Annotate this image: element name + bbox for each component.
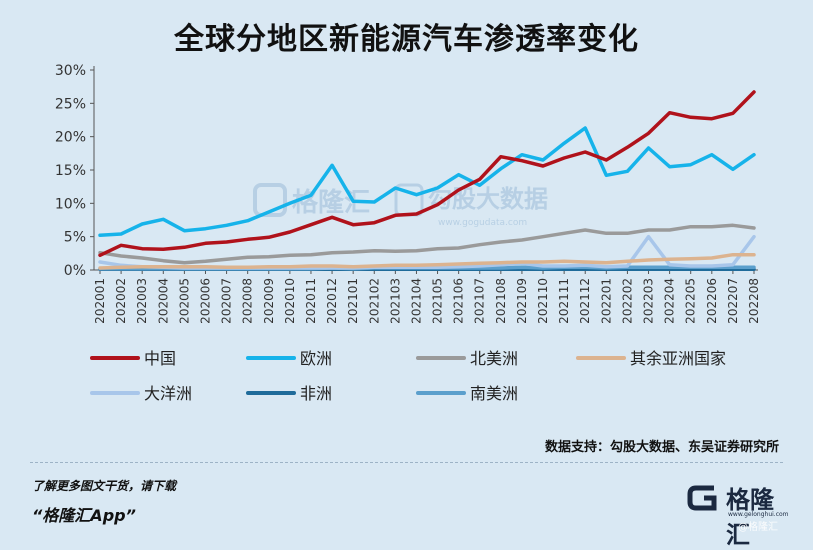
brand-url: www.gelonghui.com	[728, 511, 789, 518]
y-tick-label: 25%	[55, 96, 86, 112]
y-tick-label: 30%	[55, 63, 86, 79]
x-tick-label: 202008	[241, 278, 255, 324]
y-tick-label: 15%	[55, 163, 86, 179]
x-tick-label: 202109	[515, 278, 529, 324]
legend-label: 中国	[144, 349, 176, 368]
brand-g-icon	[687, 485, 717, 511]
x-tick-label: 202112	[578, 278, 592, 324]
y-tick-label: 5%	[64, 230, 86, 246]
data-source: 数据支持：勾股大数据、东吴证券研究所	[544, 440, 779, 455]
brand-tag: @格隆汇	[738, 522, 778, 533]
series-line-3	[98, 223, 756, 265]
divider	[30, 462, 783, 463]
x-tick-label: 202012	[325, 278, 339, 324]
watermark-logo-icon	[253, 183, 287, 217]
y-tick-label: 10%	[55, 196, 86, 212]
promo-app-name: “格隆汇App”	[32, 506, 136, 525]
y-tick-label: 20%	[55, 130, 86, 146]
x-tick-label: 202204	[663, 278, 677, 324]
x-tick-label: 202010	[283, 278, 297, 324]
x-tick-label: 202207	[726, 278, 740, 324]
x-tick-label: 202105	[431, 278, 445, 324]
x-tick-label: 202203	[642, 278, 656, 324]
x-tick-label: 202101	[346, 278, 360, 324]
series-line-4	[98, 252, 756, 270]
legend-label: 非洲	[300, 384, 332, 403]
x-tick-label: 202208	[747, 278, 761, 324]
x-tick-label: 202205	[684, 278, 698, 324]
x-tick-label: 202110	[536, 278, 550, 324]
brand-logo: 格隆汇 www.gelonghui.com @格隆汇	[686, 478, 796, 549]
watermark-url: www.gogudata.com	[438, 218, 527, 228]
x-tick-label: 202108	[494, 278, 508, 324]
legend-label: 其余亚洲国家	[630, 349, 726, 368]
y-tick-label: 0%	[64, 263, 86, 279]
x-tick-label: 202102	[367, 278, 381, 324]
series-line-2	[98, 126, 756, 238]
series-line-1	[98, 90, 756, 258]
x-tick-label: 202003	[135, 278, 149, 324]
x-tick-label: 202111	[557, 278, 571, 324]
line-chart: 格隆汇 勾股大数据 www.gogudata.com 0%5%10%15%20%…	[55, 63, 761, 403]
x-tick-label: 202011	[304, 278, 318, 324]
x-tick-label: 202106	[452, 278, 466, 324]
x-tick-label: 202107	[473, 278, 487, 324]
x-tick-label: 202006	[198, 278, 212, 324]
x-tick-label: 202005	[177, 278, 191, 324]
x-tick-label: 202206	[705, 278, 719, 324]
legend-label: 欧洲	[300, 349, 332, 368]
promo-text: 了解更多图文干货，请下载	[32, 479, 177, 493]
x-tick-label: 202002	[114, 278, 128, 324]
legend-label: 大洋洲	[144, 384, 192, 403]
chart-title: 全球分地区新能源汽车渗透率变化	[174, 22, 639, 57]
x-tick-label: 202001	[93, 278, 107, 324]
x-tick-label: 202004	[156, 278, 170, 324]
x-tick-label: 202007	[220, 278, 234, 324]
legend-label: 北美洲	[470, 349, 518, 368]
x-tick-label: 202103	[388, 278, 402, 324]
x-tick-label: 202104	[409, 278, 423, 324]
x-tick-label: 202202	[620, 278, 634, 324]
x-tick-label: 202201	[599, 278, 613, 324]
legend-label: 南美洲	[470, 384, 518, 403]
x-tick-label: 202009	[262, 278, 276, 324]
